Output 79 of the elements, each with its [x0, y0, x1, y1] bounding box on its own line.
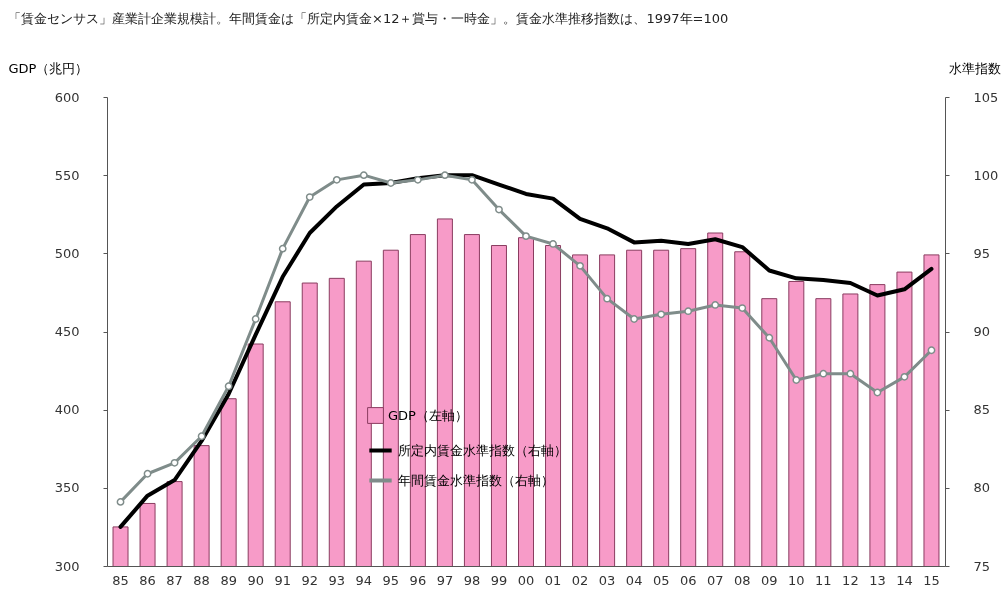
y2-tick-label: 90 — [973, 324, 991, 339]
x-tick-label: 11 — [815, 572, 832, 588]
x-tick-label: 94 — [355, 572, 373, 588]
x-tick-label: 95 — [382, 572, 400, 588]
chart-title: 「賃金センサス」産業計企業規模計。年間賃金は「所定内賃金×12＋賞与・一時金」。賃金水準推移指数は、1997年=100 — [8, 11, 729, 26]
x-tick-label: 00 — [517, 572, 535, 588]
x-tick-label: 08 — [733, 572, 751, 588]
point — [116, 498, 125, 506]
x-tick-label: 02 — [571, 572, 589, 588]
y2-tick-label: 75 — [973, 558, 991, 574]
point — [846, 369, 855, 378]
point — [792, 376, 801, 384]
point — [332, 175, 341, 184]
y-tick-label: 500 — [54, 245, 80, 261]
y-axis-title: GDP（兆円） — [8, 60, 89, 76]
y-tick-label: 400 — [54, 402, 80, 418]
y2-tick-label: 95 — [973, 245, 991, 261]
y-tick-label: 300 — [54, 558, 80, 574]
point — [386, 179, 395, 187]
point — [359, 171, 368, 180]
point — [197, 432, 206, 441]
y2-tick-label: 80 — [973, 480, 991, 496]
point — [657, 310, 666, 319]
x-tick-label: 89 — [220, 572, 237, 588]
point — [468, 175, 476, 184]
y-tick-label: 600 — [54, 89, 80, 105]
x-tick-label: 85 — [112, 572, 129, 588]
point — [927, 346, 936, 355]
point — [495, 205, 503, 214]
y2-tick-label: 100 — [973, 167, 999, 183]
point — [711, 301, 720, 309]
point — [630, 315, 639, 323]
x-tick-label: 15 — [923, 572, 940, 588]
point — [603, 294, 612, 303]
x-tick-label: 10 — [788, 572, 805, 588]
point — [576, 261, 584, 270]
point — [278, 244, 287, 253]
x-tick-label: 14 — [896, 572, 913, 588]
point — [224, 382, 233, 391]
x-tick-label: 92 — [301, 572, 319, 588]
x-tick-label: 01 — [544, 572, 562, 588]
x-tick-label: 88 — [193, 572, 210, 588]
point — [143, 469, 152, 478]
x-tick-label: 98 — [463, 572, 481, 588]
point — [684, 307, 693, 316]
x-tick-label: 05 — [652, 572, 670, 588]
point — [900, 372, 909, 381]
x-tick-label: 90 — [247, 572, 264, 588]
x-tick-label: 06 — [679, 572, 697, 588]
x-tick-label: 99 — [490, 572, 508, 588]
x-tick-label: 86 — [139, 572, 156, 588]
x-tick-label: 07 — [706, 572, 724, 588]
point — [738, 304, 747, 312]
point — [819, 369, 828, 378]
point — [170, 458, 179, 467]
x-tick-label: 12 — [842, 572, 859, 588]
x-tick-label: 93 — [328, 572, 346, 588]
point — [765, 333, 774, 342]
point — [305, 193, 314, 201]
x-tick-label: 97 — [436, 572, 454, 588]
point — [873, 388, 882, 397]
x-tick-label: 91 — [274, 572, 291, 588]
y-tick-label: 450 — [54, 324, 80, 339]
y-tick-label: 350 — [54, 480, 80, 496]
y-tick-label: 550 — [54, 167, 80, 183]
point — [440, 171, 449, 180]
x-tick-label: 04 — [625, 572, 643, 588]
point — [549, 240, 557, 248]
x-tick-label: 87 — [166, 572, 183, 588]
x-tick-label: 13 — [869, 572, 886, 588]
x-tick-label: 03 — [598, 572, 616, 588]
y2-axis-title: 水準指数 — [948, 60, 1001, 76]
point — [522, 232, 530, 241]
y2-tick-label: 85 — [973, 402, 991, 418]
y2-tick-label: 105 — [973, 89, 999, 105]
x-tick-label: 96 — [409, 572, 427, 588]
point — [413, 175, 422, 184]
x-tick-label: 09 — [761, 572, 778, 588]
point — [251, 315, 260, 323]
